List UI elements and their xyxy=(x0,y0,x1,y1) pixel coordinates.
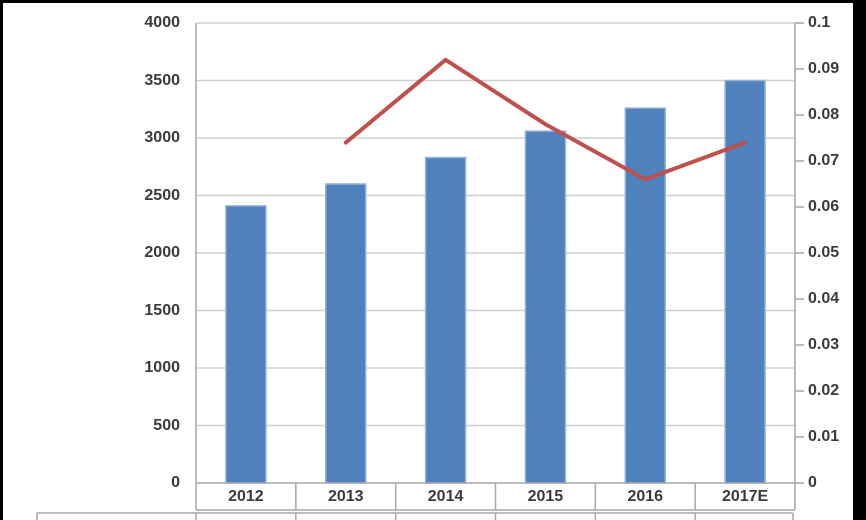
right-axis-tick-0.08: 0.08 xyxy=(808,106,840,123)
right-axis-tick-0.04: 0.04 xyxy=(808,290,840,307)
x-axis-label-2017E: 2017E xyxy=(721,488,769,505)
right-axis-tick-0.02: 0.02 xyxy=(808,382,840,399)
screenshot-frame-left xyxy=(0,0,3,520)
screenshot-frame-top xyxy=(0,0,866,3)
bar-2015 xyxy=(524,130,567,484)
x-axis-label-2015: 2015 xyxy=(527,488,564,505)
growth-rate-line xyxy=(343,57,748,182)
left-axis-tick-2000: 2000 xyxy=(144,244,180,261)
left-axis-tick-0: 0 xyxy=(171,474,180,491)
bar-2013 xyxy=(325,183,367,484)
x-axis-label-2016: 2016 xyxy=(627,488,664,505)
right-axis-tick-0.1: 0.1 xyxy=(808,14,831,31)
right-axis-tick-0.03: 0.03 xyxy=(808,336,840,353)
x-axis-label-2013: 2013 xyxy=(327,488,364,505)
left-axis-tick-3500: 3500 xyxy=(144,71,180,89)
right-axis-tick-0.06: 0.06 xyxy=(808,198,840,215)
left-axis-tick-4000: 4000 xyxy=(144,14,180,31)
left-axis-tick-1500: 1500 xyxy=(144,301,180,319)
right-axis-tick-0: 0 xyxy=(808,474,817,491)
right-axis-tick-0.07: 0.07 xyxy=(808,152,840,169)
screenshot-frame-right xyxy=(853,0,866,520)
left-axis-tick-1000: 1000 xyxy=(144,359,180,376)
x-axis-label-2014: 2014 xyxy=(427,488,464,505)
left-axis-tick-500: 500 xyxy=(153,416,180,434)
bar-2014 xyxy=(424,156,467,484)
x-axis-label-2012: 2012 xyxy=(228,488,264,505)
left-axis-tick-3000: 3000 xyxy=(144,129,180,146)
left-axis-tick-2500: 2500 xyxy=(144,186,180,204)
bar-2012 xyxy=(225,205,267,484)
right-axis-tick-0.09: 0.09 xyxy=(808,60,840,77)
right-axis-tick-0.01: 0.01 xyxy=(808,428,840,445)
bar-2016 xyxy=(624,107,666,484)
right-axis-tick-0.05: 0.05 xyxy=(808,244,840,261)
